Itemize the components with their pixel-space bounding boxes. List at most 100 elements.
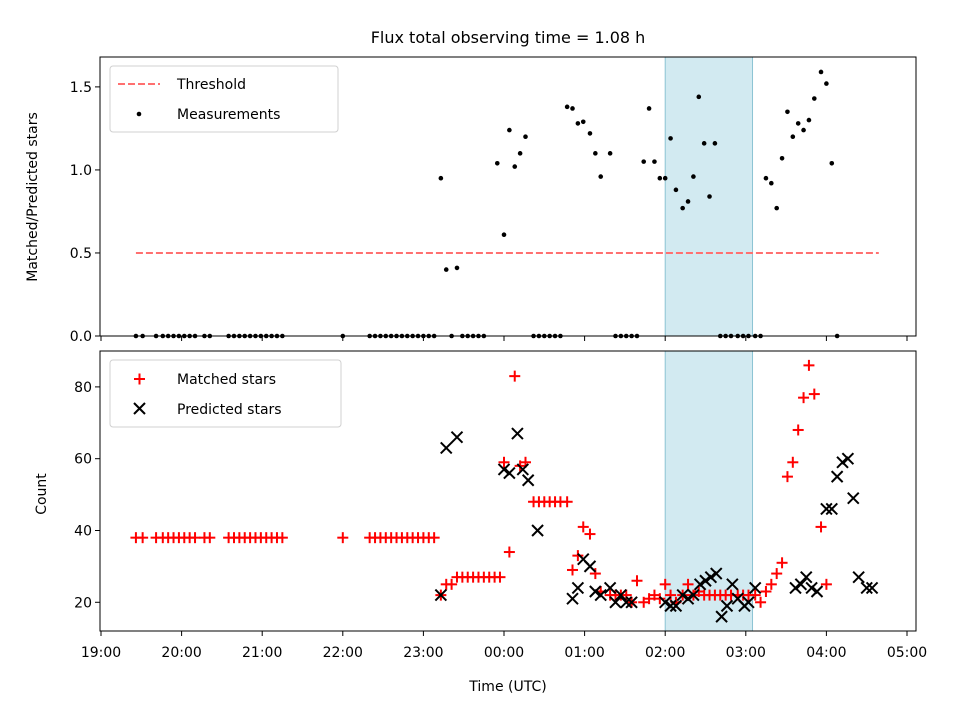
predicted-stars-point	[715, 610, 728, 623]
measurements-point	[795, 121, 801, 126]
matched-stars-point	[798, 392, 810, 404]
predicted-stars-point	[503, 466, 516, 480]
measurements-point	[685, 199, 691, 204]
predicted-stars-point	[571, 581, 585, 595]
predicted-stars-point	[511, 427, 524, 440]
measurements-point	[785, 109, 790, 115]
counts-legend-box	[109, 359, 342, 428]
matched-stars-point	[620, 589, 632, 601]
measurements-point	[580, 119, 586, 125]
ratio-y-tick-label: 0.5	[70, 246, 92, 262]
measurements-point	[598, 174, 604, 179]
predicted-stars-point	[748, 581, 762, 595]
measurements-legend-label: Measurements	[177, 107, 280, 123]
x-tick-label: 03:00	[726, 645, 766, 661]
counts-y-axis-label: Count	[34, 473, 50, 515]
predicted-stars-point	[789, 581, 802, 595]
x-tick-label: 22:00	[323, 645, 363, 661]
matched-stars-point	[503, 546, 515, 558]
measurements-point	[680, 205, 685, 211]
predicted-stars-point	[531, 524, 544, 537]
ratio-panel: 0.0 0.5 1.0 1.5 Matched/Predicted stars Thr…	[25, 56, 917, 345]
measurements-point	[507, 127, 512, 133]
matched-stars-point	[654, 593, 666, 605]
ratio-legend: Threshold Measurements	[109, 65, 339, 133]
matched-stars-point	[567, 564, 579, 576]
x-tick-label: 05:00	[887, 645, 927, 661]
matched-stars-point	[494, 571, 506, 583]
predicted-stars-point	[841, 452, 855, 465]
matched-stars-point	[509, 370, 521, 382]
matched-stars-point	[446, 578, 458, 590]
predicted-stars-point	[521, 474, 535, 487]
counts-x-axis: 19:00 20:00 21:00 22:00 23:00 00:00 01:00 02:00…	[81, 631, 927, 661]
measurements-point	[607, 151, 613, 156]
ratio-legend-box	[109, 65, 339, 133]
predicted-stars-point	[865, 581, 879, 595]
predicted-stars-point	[710, 567, 723, 580]
measurements-point	[564, 104, 570, 110]
predicted-stars-point	[450, 430, 464, 444]
measurements-point	[691, 174, 696, 179]
predicted-stars-point	[594, 588, 607, 602]
measurements-point	[790, 134, 796, 140]
predicted-stars-point	[516, 463, 530, 476]
matched-stars-point	[584, 528, 596, 540]
predicted-stars-point	[742, 596, 755, 609]
ratio-plot-frame	[99, 56, 917, 337]
measurements-point	[494, 160, 500, 166]
measurements-point	[824, 81, 829, 86]
predicted-stars-point	[664, 599, 677, 613]
matched-stars-point	[803, 359, 815, 371]
measurements-point	[696, 94, 702, 100]
x-tick-label: 21:00	[242, 645, 282, 661]
measurements-point	[829, 160, 835, 166]
predicted-stars-point	[589, 585, 602, 598]
counts-y-tick-label: 80	[74, 380, 92, 396]
predicted-stars-point	[852, 570, 865, 584]
counts-highlight-band	[664, 350, 754, 632]
matched-stars-point	[659, 578, 671, 590]
matched-stars-point	[572, 550, 584, 562]
x-tick-label: 00:00	[484, 645, 524, 661]
measurements-point	[501, 232, 507, 237]
predicted-stars-point	[800, 570, 813, 584]
predicted-stars-point	[693, 578, 707, 591]
measurements-point	[668, 136, 673, 141]
measurements-point	[712, 141, 718, 146]
measurements-point	[657, 175, 663, 181]
predicted-stars-point	[440, 441, 453, 455]
x-tick-label: 02:00	[645, 645, 685, 661]
x-tick-label: 04:00	[806, 645, 846, 661]
matched-stars-point	[808, 388, 820, 400]
predicted-stars-point	[434, 588, 448, 602]
measurements-point	[774, 205, 779, 211]
measurements-point	[801, 127, 806, 133]
predicted-stars-point	[810, 585, 824, 598]
measurements-point	[769, 180, 774, 186]
matched-stars-point	[498, 456, 510, 468]
predicted-stars-point	[860, 581, 873, 595]
ratio-y-tick-label: 0.0	[70, 329, 92, 345]
measurements-legend-swatch	[136, 111, 142, 117]
predicted-stars-point	[620, 596, 633, 609]
predicted-stars-point	[583, 560, 597, 573]
x-tick-label: 19:00	[81, 645, 121, 661]
x-tick-label: 20:00	[161, 645, 201, 661]
predicted-stars-point	[836, 456, 849, 469]
predicted-stars-point	[704, 570, 718, 584]
measurements-point	[512, 164, 518, 169]
matched-stars-point	[589, 568, 601, 580]
predicted-stars-point	[681, 592, 695, 605]
matched-stars-point	[781, 471, 793, 483]
counts-y-tick-label: 60	[74, 452, 92, 468]
measurements-point	[646, 106, 652, 111]
measurements-point	[593, 151, 598, 156]
measurements-point	[641, 159, 647, 164]
predicted-stars-point	[603, 581, 617, 595]
counts-legend: Matched stars Predicted stars	[109, 359, 342, 428]
measurements-point	[575, 121, 581, 126]
x-axis-label: Time (UTC)	[468, 679, 546, 695]
measurements-point	[763, 175, 769, 181]
